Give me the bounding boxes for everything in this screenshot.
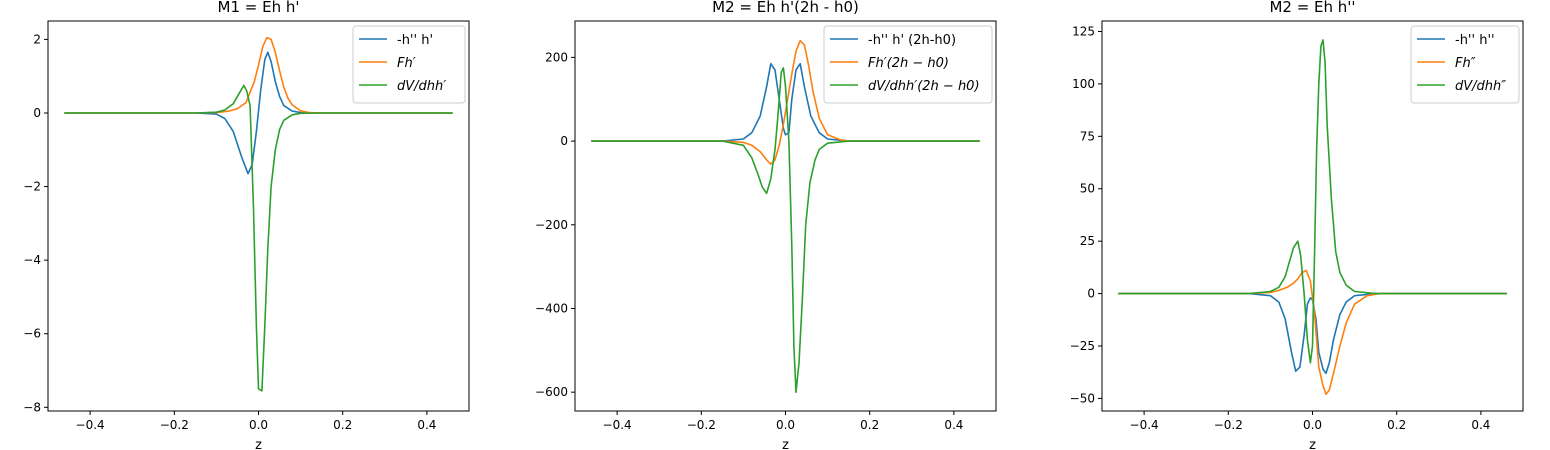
legend-box xyxy=(823,25,993,104)
chart-panel-3: −0.4 −0.2 0.0 0.2 0.4 −50 −25 0 25 50 75 100 125 M2 =… xyxy=(1070,0,1524,450)
y-tick-label: −25 xyxy=(1070,339,1095,353)
series-line-2 xyxy=(1118,269,1507,395)
legend-entry: -h'' h'' xyxy=(1455,33,1495,48)
x-tick-label: 0.0 xyxy=(249,418,268,432)
y-tick-label: 200 xyxy=(545,50,568,64)
x-axis-label: z xyxy=(782,438,789,450)
y-tick-label: 0 xyxy=(33,106,41,120)
y-tick-label: −8 xyxy=(23,400,41,414)
x-tick-label: 0.4 xyxy=(417,418,436,432)
legend-entry: -h'' h' xyxy=(397,33,433,48)
legend-box xyxy=(1410,25,1520,104)
chart-panel-1: −0.4 −0.2 0.0 0.2 0.4 −8 −6 −4 −2 0 2 M1 = Eh h' z -h… xyxy=(23,0,470,450)
series-line-1 xyxy=(64,51,453,175)
chart-title: M1 = Eh h' xyxy=(218,0,300,16)
y-tick-label: 125 xyxy=(1072,24,1095,38)
legend-entry: dV/dhh′(2h − h0) xyxy=(868,79,980,94)
legend: -h'' h' Fh′ dV/dhh′ xyxy=(352,25,466,104)
y-tick-label: −600 xyxy=(535,385,568,399)
x-axis-label: z xyxy=(255,438,262,450)
x-tick-label: 0.4 xyxy=(1471,418,1490,432)
legend: -h'' h'' Fh″ dV/dhh″ xyxy=(1410,25,1520,104)
y-tick-label: −4 xyxy=(23,253,41,267)
y-tick-label: 100 xyxy=(1072,77,1095,91)
legend-entry: Fh′(2h − h0) xyxy=(868,56,949,71)
x-tick-label: 0.4 xyxy=(944,418,963,432)
y-tick-label: 25 xyxy=(1080,234,1095,248)
series-line-2 xyxy=(591,39,980,165)
x-axis-label: z xyxy=(1309,438,1316,450)
series-line-3 xyxy=(591,67,980,393)
x-tick-label: 0.2 xyxy=(860,418,879,432)
y-tick-label: 75 xyxy=(1080,129,1095,143)
y-tick-label: 0 xyxy=(560,134,568,148)
series-line-1 xyxy=(591,62,980,142)
legend: -h'' h' (2h-h0) Fh′(2h − h0) dV/dhh′(2h − … xyxy=(823,25,993,104)
legend-entry: dV/dhh″ xyxy=(1455,79,1506,94)
series-line-2 xyxy=(64,36,453,114)
x-tick-label: −0.2 xyxy=(1214,418,1243,432)
x-tick-label: 0.0 xyxy=(776,418,795,432)
x-tick-label: −0.4 xyxy=(603,418,632,432)
y-tick-label: −400 xyxy=(535,301,568,315)
y-tick-label: −6 xyxy=(23,327,41,341)
series-line-3 xyxy=(1118,39,1507,364)
x-tick-label: −0.2 xyxy=(160,418,189,432)
x-tick-label: −0.4 xyxy=(1130,418,1159,432)
legend-entry: dV/dhh′ xyxy=(397,79,446,94)
x-tick-label: 0.2 xyxy=(333,418,352,432)
y-tick-label: −2 xyxy=(23,180,41,194)
y-tick-label: 50 xyxy=(1080,182,1095,196)
chart-title: M2 = Eh h'' xyxy=(1269,0,1355,16)
y-tick-label: 2 xyxy=(33,32,41,46)
x-tick-label: −0.2 xyxy=(687,418,716,432)
chart-title: M2 = Eh h'(2h - h0) xyxy=(712,0,859,16)
legend-entry: -h'' h' (2h-h0) xyxy=(868,33,956,48)
x-tick-label: −0.4 xyxy=(76,418,105,432)
y-tick-label: −200 xyxy=(535,218,568,232)
y-tick-label: 0 xyxy=(1087,287,1095,301)
x-tick-label: 0.0 xyxy=(1303,418,1322,432)
series-line-3 xyxy=(64,84,453,392)
legend-entry: Fh′ xyxy=(397,56,416,71)
x-tick-label: 0.2 xyxy=(1387,418,1406,432)
legend-entry: Fh″ xyxy=(1455,56,1476,71)
y-tick-label: −50 xyxy=(1070,391,1095,405)
legend-box xyxy=(352,25,466,104)
chart-panel-2: −0.4 −0.2 0.0 0.2 0.4 −600 −400 −200 0 200 M2 = Eh… xyxy=(535,0,997,450)
